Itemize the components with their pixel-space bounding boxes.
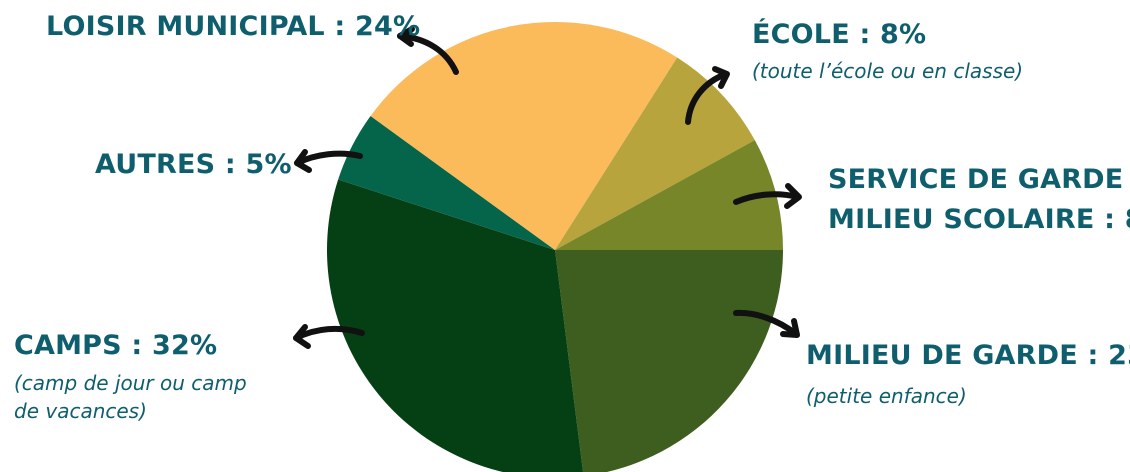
pie-slice-ecole — [555, 57, 755, 251]
callout-arrows — [293, 26, 802, 349]
pie-slice-milieu-de-garde — [555, 250, 783, 472]
pie-slice-service-de-garde-en-milieu-scolaire — [555, 140, 783, 250]
arrow-ecole — [685, 66, 730, 125]
pie-slice-autres — [338, 115, 555, 251]
label-camps-note-line2: de vacances) — [14, 399, 147, 423]
label-milieu-de-garde: MILIEU DE GARDE : 23% — [806, 340, 1130, 371]
arrow-loisir — [397, 26, 459, 75]
label-service-de-garde-line2: MILIEU SCOLAIRE : 8% — [828, 204, 1130, 235]
arrow-autres — [294, 149, 363, 173]
label-ecole: ÉCOLE : 8% — [752, 19, 927, 50]
label-camps: CAMPS : 32% — [14, 330, 218, 361]
label-loisir-municipal: LOISIR MUNICIPAL : 24% — [46, 11, 421, 42]
label-service-de-garde-line1: SERVICE DE GARDE EN — [828, 164, 1130, 195]
pie-slices — [327, 21, 783, 472]
label-autres: AUTRES : 5% — [95, 149, 292, 180]
label-camps-note-line1: (camp de jour ou camp — [14, 371, 247, 395]
arrow-service — [733, 183, 802, 209]
arrow-camps — [293, 324, 365, 349]
label-ecole-note: (toute l’école ou en classe) — [752, 59, 1024, 83]
pie-slice-camps — [327, 179, 584, 472]
label-milieu-de-garde-note: (petite enfance) — [806, 384, 967, 408]
pie-slice-loisir-municipal — [370, 21, 678, 251]
arrow-milieu — [733, 309, 800, 338]
